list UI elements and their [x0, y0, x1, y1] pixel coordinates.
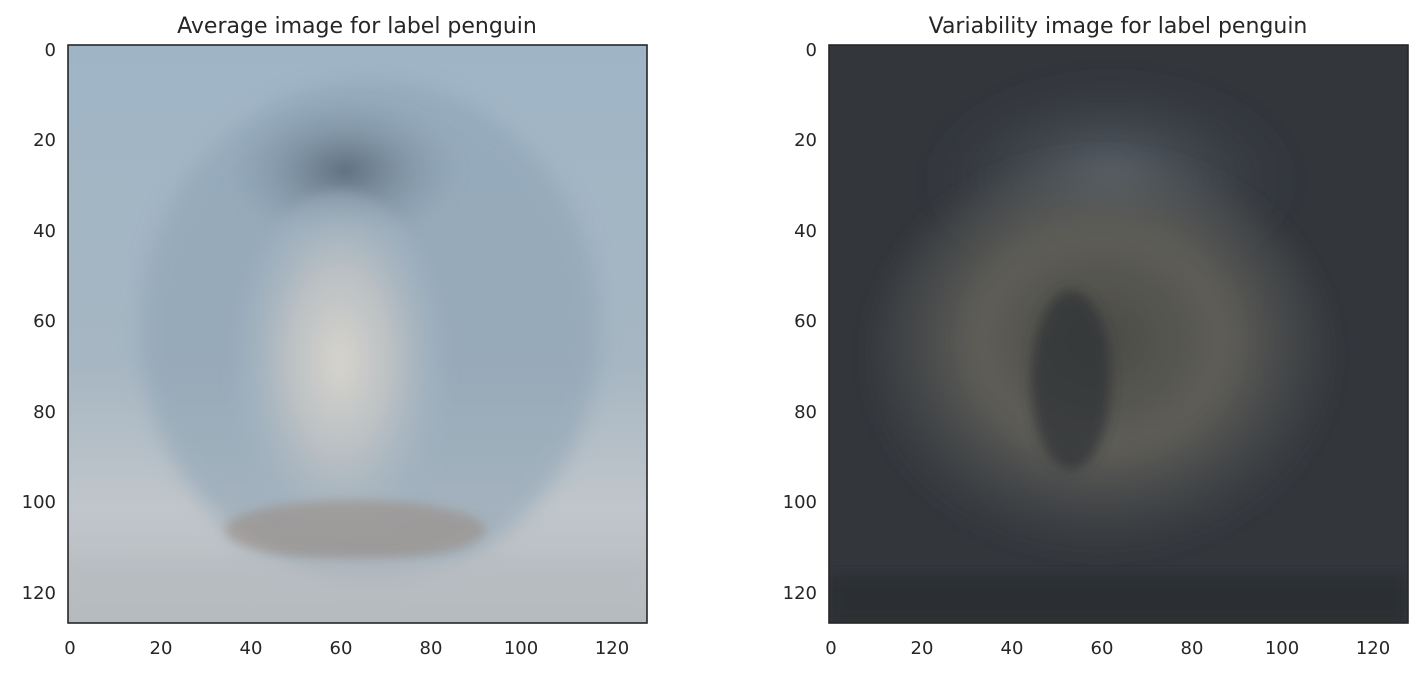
x-tick-label: 80	[1181, 638, 1204, 659]
x-tick-label: 60	[330, 638, 353, 659]
y-tick-label: 120	[22, 583, 56, 604]
x-tick-label: 0	[825, 638, 836, 659]
y-tick-label: 20	[33, 130, 56, 151]
x-axis: 0 20 40 60 80 100 120	[64, 638, 629, 659]
y-axis: 0 20 40 60 80 100 120	[783, 40, 817, 604]
x-tick-label: 20	[150, 638, 173, 659]
penguin-head	[225, 95, 465, 245]
y-tick-label: 20	[794, 130, 817, 151]
y-tick-label: 100	[22, 492, 56, 513]
x-tick-label: 40	[1001, 638, 1024, 659]
y-tick-label: 40	[33, 221, 56, 242]
y-tick-label: 40	[794, 221, 817, 242]
chart-title: Average image for label penguin	[177, 14, 537, 39]
ground	[68, 560, 647, 623]
y-tick-label: 60	[794, 311, 817, 332]
image-area	[829, 45, 1408, 623]
y-axis: 0 20 40 60 80 100 120	[22, 40, 56, 604]
y-tick-label: 120	[783, 583, 817, 604]
x-tick-label: 120	[1356, 638, 1390, 659]
x-tick-label: 100	[1265, 638, 1299, 659]
axes-frame	[67, 44, 648, 624]
x-tick-label: 20	[911, 638, 934, 659]
x-tick-label: 40	[240, 638, 263, 659]
x-tick-label: 0	[64, 638, 75, 659]
variability-image-panel: Variability image for label penguin 0 20…	[711, 0, 1422, 673]
x-tick-label: 120	[595, 638, 629, 659]
x-tick-label: 60	[1091, 638, 1114, 659]
y-tick-label: 80	[33, 402, 56, 423]
y-tick-label: 100	[783, 492, 817, 513]
ground	[829, 575, 1408, 623]
y-tick-label: 0	[45, 40, 56, 61]
penguin-feet	[225, 500, 485, 560]
y-tick-label: 80	[794, 402, 817, 423]
average-image-panel: Average image for label penguin 0 20 40 …	[0, 0, 711, 673]
x-axis: 0 20 40 60 80 100 120	[825, 638, 1390, 659]
y-tick-label: 60	[33, 311, 56, 332]
average-image-chart: Average image for label penguin 0 20 40 …	[22, 14, 648, 659]
y-tick-label: 0	[806, 40, 817, 61]
low-variability-core	[1031, 290, 1111, 470]
image-area	[68, 45, 647, 623]
x-tick-label: 100	[504, 638, 538, 659]
axes-frame	[828, 44, 1409, 624]
variability-image-chart: Variability image for label penguin 0 20…	[783, 14, 1409, 659]
x-tick-label: 80	[420, 638, 443, 659]
chart-title: Variability image for label penguin	[929, 14, 1308, 39]
penguin-belly	[230, 190, 450, 570]
